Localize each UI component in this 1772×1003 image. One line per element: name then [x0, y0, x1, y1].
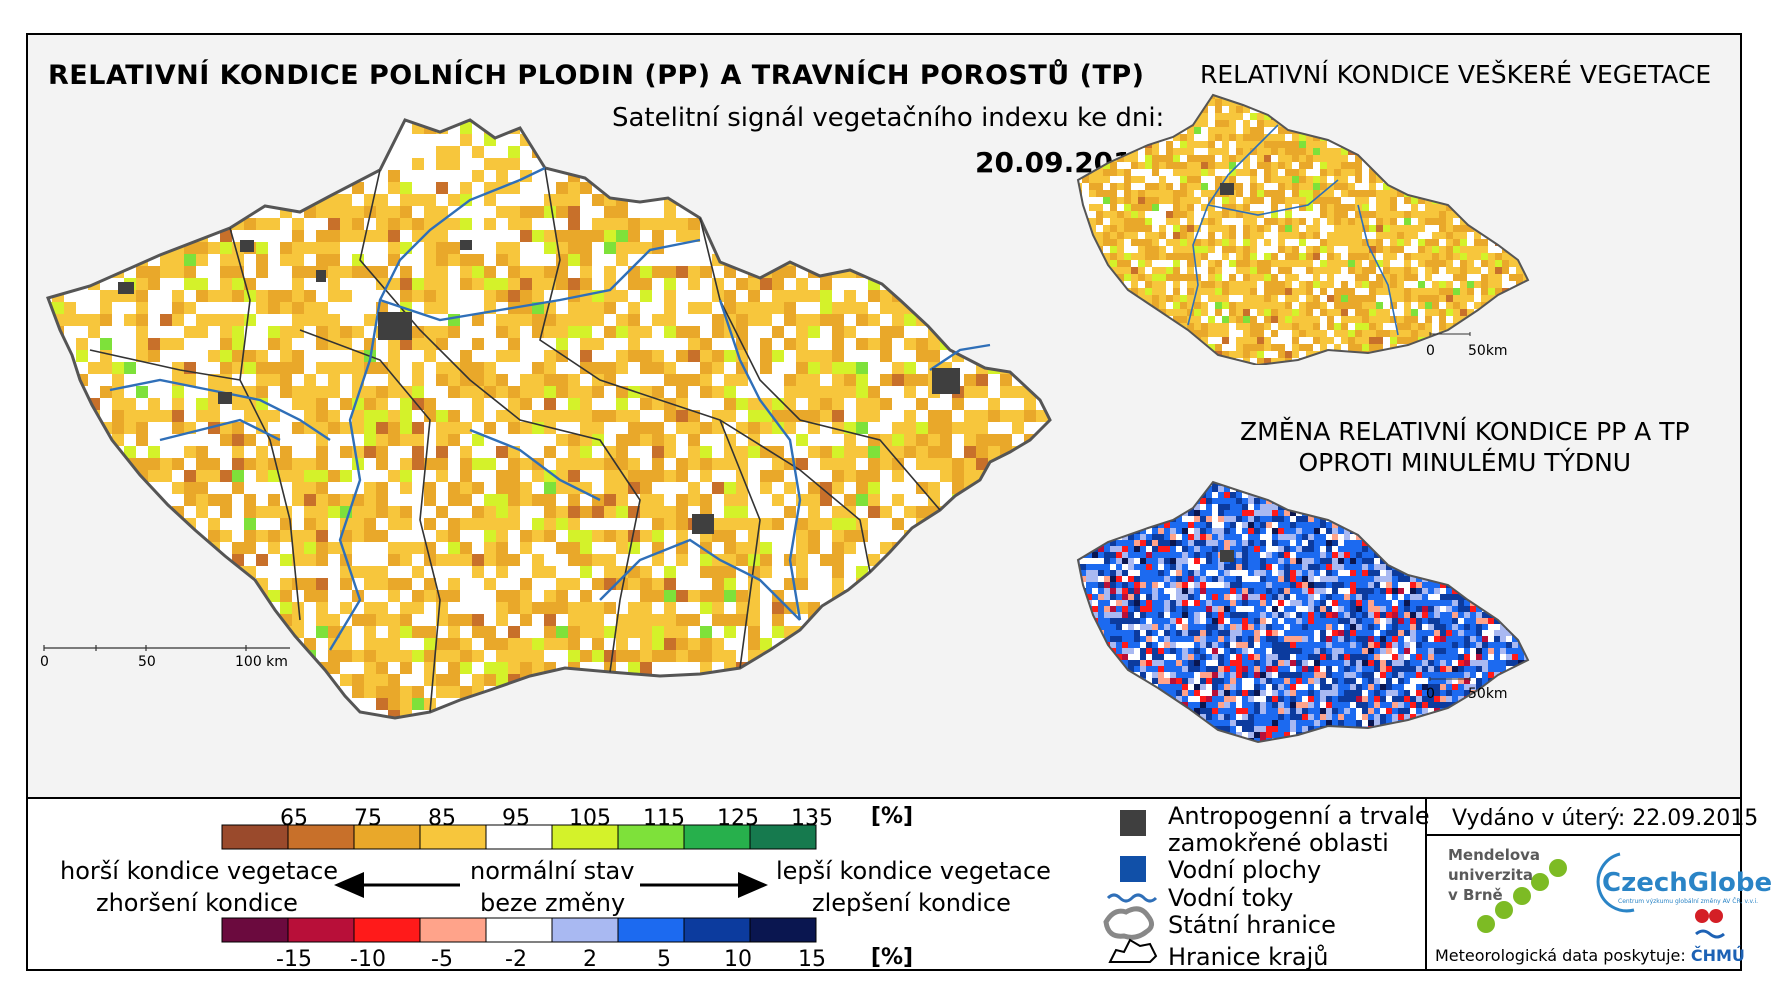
- change-scale-bar: 0 50km: [1426, 677, 1508, 702]
- better-condition-label: lepší kondice vegetace: [776, 857, 1051, 885]
- change-swatch: [485, 917, 553, 943]
- vegetation-map-title: RELATIVNÍ KONDICE VEŠKERÉ VEGETACE: [1200, 60, 1712, 89]
- anthropogenic-label-1: Antropogenní a trvale: [1168, 802, 1430, 830]
- main-condition-map: 0 50 100 km: [40, 118, 1052, 720]
- czechglobe-logo-text: CzechGlobe: [1602, 868, 1772, 898]
- vegetation-raster: [1078, 95, 1528, 365]
- water-bodies-label: Vodní plochy: [1168, 856, 1322, 884]
- change-swatch: [419, 917, 487, 943]
- better-change-label: zlepšení kondice: [812, 889, 1011, 917]
- veg-scale-0: 0: [1426, 343, 1435, 359]
- condition-swatch: [551, 824, 619, 850]
- chg-label-2: 2: [583, 947, 597, 972]
- chg-unit: [%]: [870, 945, 914, 970]
- main-rivers: [109, 166, 991, 651]
- czechglobe-subtitle: Centrum výzkumu globální změny AV ČR, v.…: [1618, 898, 1759, 905]
- meteo-prefix: Meteorologická data poskytuje:: [1435, 946, 1686, 965]
- subtitle: Satelitní signál vegetačního indexu ke d…: [612, 103, 1165, 133]
- normal-state-label: normální stav: [470, 857, 635, 885]
- worse-change-label: zhoršení kondice: [96, 889, 298, 917]
- chg-label-m2: -2: [505, 947, 527, 972]
- veg-scale-bar: 0 50km: [1426, 332, 1508, 359]
- main-scale-50: 50: [138, 654, 156, 670]
- chg-label-m10: -10: [350, 947, 386, 972]
- condition-color-bar: [221, 824, 817, 850]
- change-swatch: [551, 917, 619, 943]
- meteo-data-credit: Meteorologická data poskytuje: ČHMÚ: [1435, 946, 1745, 965]
- regions-label: Hranice krajů: [1168, 943, 1329, 971]
- main-anthropogenic-areas: [118, 240, 960, 534]
- main-scale-100: 100 km: [235, 654, 288, 670]
- condition-swatch: [617, 824, 685, 850]
- change-swatch: [617, 917, 685, 943]
- condition-swatch: [419, 824, 487, 850]
- change-swatch: [683, 917, 751, 943]
- change-title-line2: OPROTI MINULÉMU TÝDNU: [1298, 448, 1632, 477]
- condition-swatch: [683, 824, 751, 850]
- chmu-label: ČHMÚ: [1690, 946, 1745, 965]
- worse-condition-label: horší kondice vegetace: [60, 857, 339, 885]
- change-inset-map: 0 50km: [1077, 481, 1529, 743]
- main-title: RELATIVNÍ KONDICE POLNÍCH PLODIN (PP) A …: [48, 60, 1145, 91]
- change-anthropogenic: [1220, 550, 1234, 562]
- mendel-line-2: univerzita: [1448, 866, 1534, 884]
- rivers-label: Vodní toky: [1168, 884, 1294, 912]
- change-swatch: [221, 917, 289, 943]
- mendel-line-1: Mendelova: [1448, 846, 1541, 864]
- chg-label-10: 10: [724, 947, 752, 972]
- change-raster: [1078, 482, 1528, 742]
- chg-label-15: 15: [798, 947, 826, 972]
- change-swatch: [353, 917, 421, 943]
- vegetation-inset-map: 0 50km: [1077, 94, 1529, 365]
- anthropogenic-label-2: zamokřené oblasti: [1168, 829, 1389, 857]
- chg-label-m5: -5: [431, 947, 453, 972]
- veg-anthropogenic: [1220, 183, 1234, 195]
- mendel-logo-text: Mendelova univerzita v Brně: [1448, 845, 1548, 905]
- condition-swatch: [749, 824, 817, 850]
- condition-swatch: [287, 824, 355, 850]
- veg-scale-50: 50km: [1468, 343, 1508, 359]
- veg-rivers: [1187, 124, 1399, 336]
- change-scale-0: 0: [1426, 686, 1435, 702]
- mendel-line-3: v Brně: [1448, 886, 1503, 904]
- chg-label-5: 5: [657, 947, 671, 972]
- state-border-label: Státní hranice: [1168, 911, 1336, 939]
- change-map-title: ZMĚNA RELATIVNÍ KONDICE PP A TP OPROTI M…: [1240, 416, 1690, 478]
- change-color-bar: [221, 917, 817, 943]
- issued-date: Vydáno v úterý: 22.09.2015: [1452, 806, 1759, 831]
- no-change-label: beze změny: [480, 889, 626, 917]
- change-title-line1: ZMĚNA RELATIVNÍ KONDICE PP A TP: [1240, 417, 1690, 446]
- change-swatch: [287, 917, 355, 943]
- change-scale-50: 50km: [1468, 686, 1508, 702]
- main-region-borders: [89, 167, 941, 713]
- chg-label-m15: -15: [276, 947, 312, 972]
- main-scale-0: 0: [40, 654, 49, 670]
- condition-swatch: [485, 824, 553, 850]
- main-scale-bar: 0 50 100 km: [40, 645, 290, 670]
- change-swatch: [749, 917, 817, 943]
- cond-unit: [%]: [870, 804, 914, 829]
- condition-swatch: [221, 824, 289, 850]
- condition-swatch: [353, 824, 421, 850]
